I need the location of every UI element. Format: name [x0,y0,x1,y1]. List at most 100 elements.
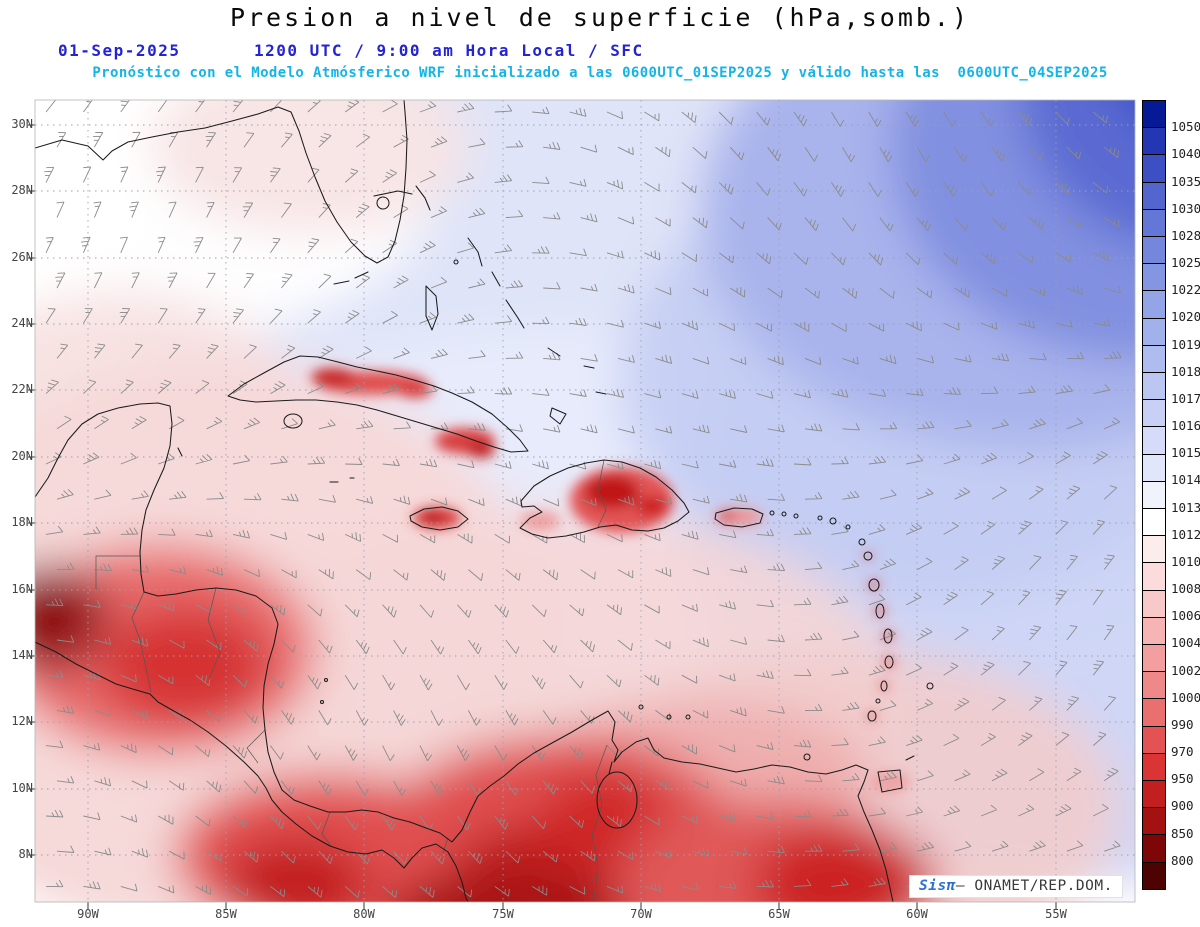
san-andres [319,699,325,705]
brand-label: Sisπ [919,878,956,894]
colorbar-label: 1013 [1171,499,1200,515]
colorbar-swatch [1143,182,1165,210]
page-title: Presion a nivel de superficie (hPa,somb.… [229,3,971,32]
colorbar-label: 900 [1171,798,1194,814]
coastline-puerto-rico [714,507,764,528]
colorbar-swatch [1143,699,1165,727]
lon-label: 75W [492,907,514,921]
colorbar-label: 800 [1171,852,1194,868]
coastline-gulf-florida [35,100,408,264]
colorbar-swatch [1143,209,1165,238]
coastline-florida-keys [333,271,369,285]
org-label: — ONAMET/REP.DOM. [955,878,1113,894]
colorbar-swatch [1143,645,1165,673]
lat-label: 14N [11,648,33,662]
colorbar-label: 990 [1171,716,1194,732]
colorbar-swatch [1143,672,1165,700]
lon-label: 90W [77,907,99,921]
credit-badge: Sisπ— ONAMET/REP.DOM. [910,876,1122,897]
lake-maracaibo [596,771,638,829]
coastline-cuba [227,355,529,453]
colorbar-swatch [1143,617,1165,646]
colorbar-swatch [1143,808,1165,836]
colorbar-swatch [1143,291,1165,319]
colorbar-label: 1012 [1171,526,1200,542]
colorbar-label: 1000 [1171,689,1200,705]
colorbar: 1050 1040 1035 1030 1028 1025 1022 1020 1019 1018… [1142,100,1200,890]
aruba [638,704,644,710]
coastlines [35,100,934,902]
map-frame [34,99,1136,903]
lat-label: 30N [11,117,33,131]
lon-label: 80W [353,907,375,921]
lake-okeechobee [376,196,390,210]
colorbar-swatch [1143,318,1165,346]
colorbar-swatch [1143,590,1165,618]
isla-juventud [283,413,303,429]
coastline-pacific [35,641,469,902]
colorbar-swatch [1143,264,1165,292]
colorbar-label: 1016 [1171,418,1200,434]
lat-label: 18N [11,515,33,529]
run-time-label: 1200 UTC / 9:00 am Hora Local / SFC [254,41,644,60]
colorbar-label: 1006 [1171,608,1200,624]
lon-label: 70W [630,907,652,921]
run-date-label: 01-Sep-2025 [58,41,181,60]
colorbar-swatch [1143,373,1165,401]
colorbar-swatch [1143,427,1165,455]
colorbar-swatch [1143,753,1165,782]
lon-label: 55W [1045,907,1067,921]
lon-label: 60W [906,907,928,921]
wind-barbs-layer [44,100,1122,898]
lat-label: 8N [18,847,33,861]
colorbar-label: 970 [1171,744,1194,760]
colorbar-swatch [1143,400,1165,428]
colorbar-swatch [1143,509,1165,537]
coastline-hispaniola [519,459,690,539]
colorbar-swatch [1143,835,1165,863]
colorbar-label: 1028 [1171,227,1200,243]
colorbar-label: 1040 [1171,146,1200,162]
colorbar-labels: 1050 1040 1035 1030 1028 1025 1022 1020 1019 1018… [1142,100,1200,890]
colorbar-label: 1022 [1171,282,1200,298]
colorbar-swatches [1142,100,1166,890]
maracaibo-strait [608,761,613,775]
lon-label: 65W [768,907,790,921]
colorbar-label: 1035 [1171,173,1200,189]
colorbar-label: 1008 [1171,581,1200,597]
colorbar-swatch [1143,536,1165,564]
lat-label: 22N [11,382,33,396]
colorbar-label: 1025 [1171,255,1200,271]
cozumel [177,447,183,457]
colorbar-swatch [1143,726,1165,754]
lesser-antilles [769,510,934,722]
colorbar-label: 1018 [1171,363,1200,379]
colorbar-swatch [1143,237,1165,265]
colorbar-swatch [1143,481,1165,510]
colorbar-swatch [1143,155,1165,183]
lat-label: 24N [11,316,33,330]
colorbar-swatch [1143,128,1165,156]
colorbar-label: 1020 [1171,309,1200,325]
coastline-jamaica [409,506,469,531]
country-borders [95,459,608,901]
coastline-caymans [329,477,355,483]
providencia [323,677,329,683]
colorbar-label: 1019 [1171,336,1200,352]
lat-label: 10N [11,781,33,795]
colorbar-label: 1014 [1171,472,1200,488]
bonaire [685,714,691,720]
new-providence [453,259,459,265]
lat-label: 26N [11,250,33,264]
colorbar-swatch [1143,454,1165,482]
curacao [666,714,672,720]
colorbar-label: 1002 [1171,662,1200,678]
colorbar-swatch [1143,563,1165,591]
colorbar-label: 950 [1171,771,1194,787]
pressure-shading-islands [311,368,910,792]
margarita [803,753,811,761]
forecast-note: Pronóstico con el Modelo Atmósferico WRF… [92,65,1108,81]
